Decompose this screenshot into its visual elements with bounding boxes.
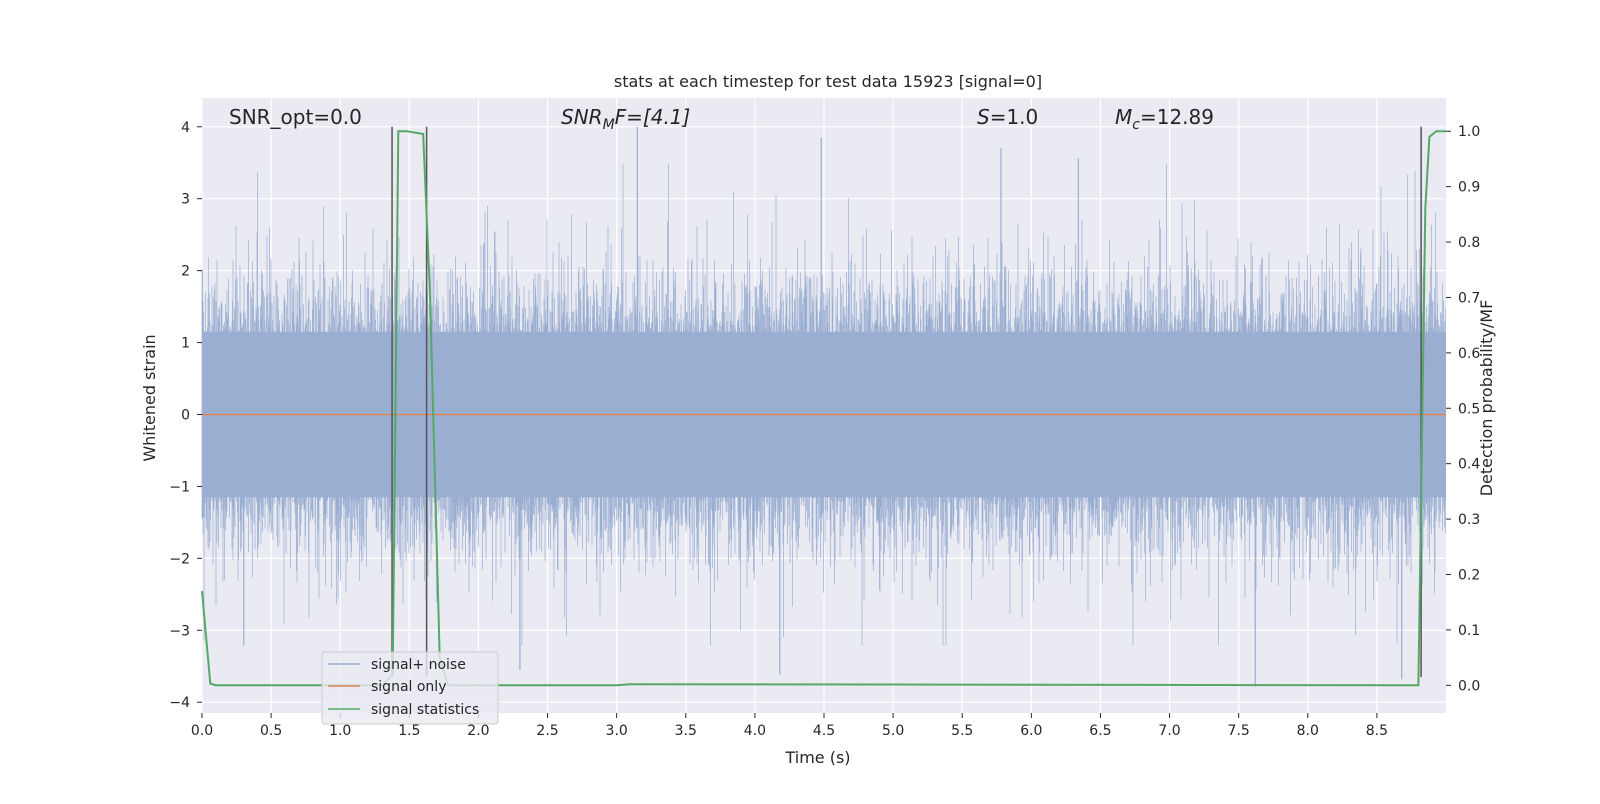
y-tick-label-3: 1: [181, 336, 190, 352]
x-tick-label-10: 5.0: [882, 723, 904, 739]
annotation-s-value: =1.0: [990, 105, 1039, 129]
y2-tick-label-2: 0.8: [1458, 235, 1480, 251]
y2-tick-label-7: 0.3: [1458, 512, 1480, 528]
x-tick-label-4: 2.0: [467, 723, 489, 739]
annotation-mc: Mc=12.89: [1115, 105, 1214, 133]
x-tick-label-15: 7.5: [1228, 723, 1250, 739]
x-tick-label-5: 2.5: [536, 723, 558, 739]
y2-tick-label-1: 0.9: [1458, 180, 1480, 196]
x-tick-label-7: 3.5: [675, 723, 697, 739]
y-axis-label: Whitened strain: [140, 334, 159, 461]
legend-box: [321, 651, 499, 725]
legend-label-signal: signal only: [371, 679, 446, 695]
statistics-series: [201, 130, 1446, 687]
annotation-snr-mf: SNRMF=[4.1]: [561, 105, 690, 133]
y-tick-label-6: −2: [169, 551, 190, 567]
annotation-snr-opt: SNR_opt=0.0: [229, 105, 362, 129]
annotation-mc-sub: c: [1132, 117, 1140, 133]
annotation-snr-mf-rest: F=[4.1]: [615, 105, 691, 129]
x-tick-label-14: 7.0: [1158, 723, 1180, 739]
x-tick-label-8: 4.0: [744, 723, 766, 739]
y-tick-label-8: −4: [169, 695, 190, 711]
y2-tick-label-5: 0.5: [1458, 401, 1480, 417]
annotation-mc-value: =12.89: [1140, 105, 1214, 129]
y2-tick-label-0: 1.0: [1458, 124, 1480, 140]
x-tick-label-0: 0.0: [191, 723, 213, 739]
x-tick-label-3: 1.5: [398, 723, 420, 739]
y2-tick-label-6: 0.4: [1458, 457, 1480, 473]
x-tick-label-9: 4.5: [813, 723, 835, 739]
annotation-s-italic: S: [977, 105, 990, 129]
y2-tick-label-10: 0.0: [1458, 678, 1480, 694]
axes: 0.0 0.5 1.0 1.5 2.0 2.5 3.0 3.5 4.0 4.5 5.0 5.5 6.0 6…: [169, 120, 1480, 739]
y2-tick-label-3: 0.7: [1458, 290, 1480, 306]
y-tick-label-1: 3: [181, 192, 190, 208]
y-tick-label-7: −3: [169, 623, 190, 639]
legend-label-noise: signal+ noise: [371, 657, 466, 673]
y2-tick-label-4: 0.6: [1458, 346, 1480, 362]
x-tick-label-6: 3.0: [606, 723, 628, 739]
y-tick-label-5: −1: [169, 479, 190, 495]
y-tick-label-0: 4: [181, 120, 190, 136]
annotation-snr-mf-sub: M: [603, 117, 615, 133]
x-tick-label-16: 8.0: [1297, 723, 1319, 739]
y-tick-label-4: 0: [181, 407, 190, 423]
y2-tick-label-8: 0.2: [1458, 567, 1480, 583]
annotation-snr-mf-main: SNR: [561, 105, 603, 129]
x-axis-label: Time (s): [784, 748, 850, 767]
x-tick-label-13: 6.5: [1089, 723, 1111, 739]
annotation-mc-italic: M: [1115, 105, 1132, 129]
y-tick-label-2: 2: [181, 264, 190, 280]
statistics-line: [201, 130, 1446, 687]
x-tick-label-12: 6.0: [1020, 723, 1042, 739]
y2-axis-label: Detection probability/MF: [1477, 300, 1496, 497]
x-tick-label-1: 0.5: [260, 723, 282, 739]
y2-tick-label-9: 0.1: [1458, 623, 1480, 639]
chart-title: stats at each timestep for test data 159…: [614, 72, 1042, 91]
annotation-s: S=1.0: [977, 105, 1038, 129]
legend: signal+ noise signal only signal statist…: [321, 651, 499, 725]
x-tick-label-11: 5.5: [951, 723, 973, 739]
x-tick-label-17: 8.5: [1366, 723, 1388, 739]
x-tick-label-2: 1.0: [329, 723, 351, 739]
legend-label-statistics: signal statistics: [371, 702, 479, 718]
